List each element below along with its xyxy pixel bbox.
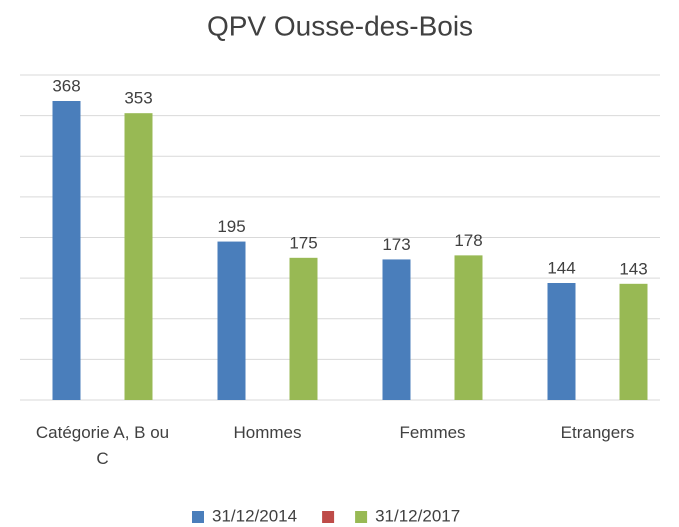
legend-label: 31/12/2014	[212, 506, 297, 525]
x-tick-label: Catégorie A, B ou C	[35, 423, 170, 468]
legend-marker	[322, 511, 335, 523]
legend-marker	[355, 511, 368, 523]
bar	[124, 113, 153, 400]
bar	[52, 101, 81, 400]
x-tick-label: Etrangers	[560, 423, 635, 442]
data-label: 195	[217, 217, 245, 236]
bar	[217, 241, 246, 400]
bar	[289, 257, 318, 400]
data-label: 143	[619, 259, 647, 278]
data-label: 353	[124, 89, 152, 108]
bar	[454, 255, 483, 400]
legend-label: 31/12/2017	[375, 506, 460, 525]
bar	[619, 283, 648, 400]
bar	[547, 283, 576, 400]
data-label: 178	[454, 231, 482, 250]
x-tick-label: Femmes	[399, 423, 466, 442]
data-label: 173	[382, 235, 410, 254]
data-label: 368	[52, 76, 80, 95]
legend-marker	[192, 511, 204, 523]
data-label: 175	[289, 233, 317, 252]
x-tick-label: Hommes	[233, 423, 302, 442]
data-label: 144	[547, 258, 575, 277]
chart-title: QPV Ousse-des-Bois	[207, 10, 473, 41]
bar	[382, 259, 411, 400]
